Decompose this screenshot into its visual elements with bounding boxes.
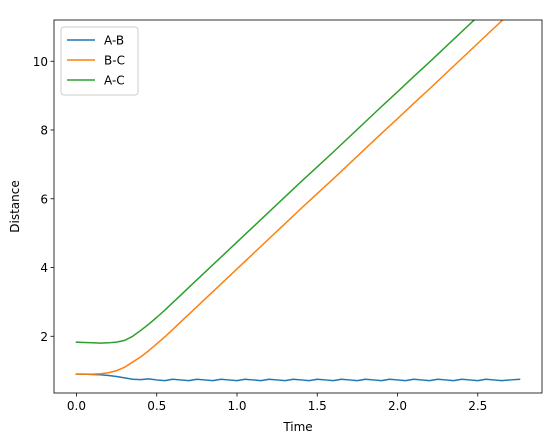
legend-box [60,26,139,96]
x-axis-label: Time [282,420,312,434]
axes: 0.0 0.5 1.0 1.5 2.0 2.5 2 4 6 8 10 [33,19,543,413]
x-tick-label: 0.0 [67,399,86,413]
y-tick-label: 8 [40,124,48,138]
x-tick-label: 0.5 [147,399,166,413]
y-tick-label: 2 [40,330,48,344]
series-line-a-b [75,373,521,382]
y-tick-label: 4 [40,261,48,275]
x-tick-label: 1.5 [308,399,327,413]
axes-frame [53,19,543,394]
y-tick-label: 6 [40,192,48,206]
x-tick-label: 2.5 [468,399,487,413]
legend-label-a-c: A-C [104,74,125,88]
series-line-a-c [75,20,476,344]
legend-label-a-b: A-B [104,34,124,48]
y-axis-label: Distance [8,180,22,232]
plot-area [75,20,521,382]
series-line-b-c [75,20,504,375]
x-tick-label: 2.0 [388,399,407,413]
legend: A-B B-C A-C [60,26,139,96]
y-tick-label: 10 [33,55,48,69]
x-tick-label: 1.0 [227,399,246,413]
legend-label-b-c: B-C [104,54,125,68]
